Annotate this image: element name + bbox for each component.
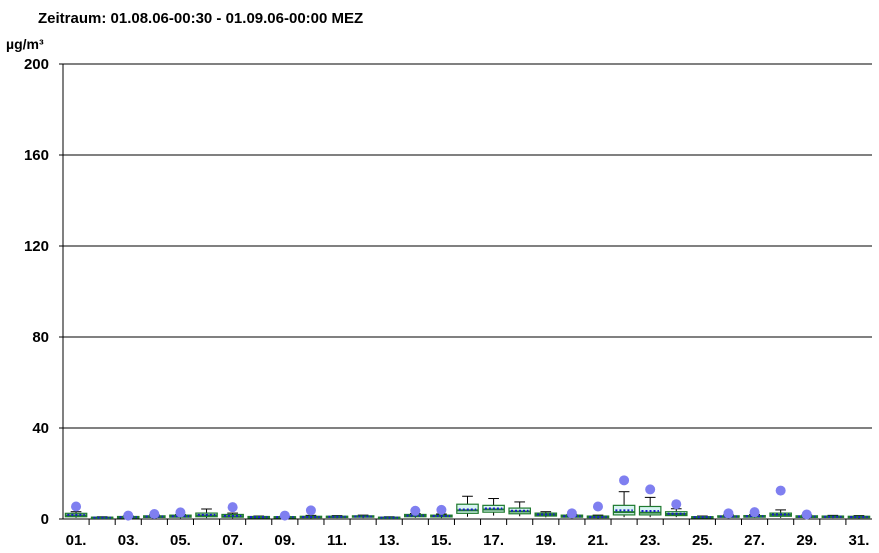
y-tick-label: 40 [32, 420, 49, 437]
box-day-10 [299, 505, 323, 519]
x-tick-label: 07. [222, 532, 243, 549]
outlier-point [279, 510, 290, 521]
box-day-15 [430, 504, 453, 519]
x-tick-label: 11. [327, 532, 347, 549]
box-day-5 [169, 507, 192, 519]
box-day-30 [821, 514, 845, 519]
outlier-point [227, 502, 238, 513]
y-tick-label: 0 [41, 511, 49, 528]
chart-title: Zeitraum: 01.08.06-00:30 - 01.09.06-00:0… [38, 10, 364, 27]
box-day-7 [221, 502, 244, 519]
box-day-2 [90, 516, 114, 519]
outlier-point [775, 485, 786, 496]
box-day-18 [508, 501, 531, 517]
x-tick-label: 25. [692, 532, 713, 549]
box-day-9 [273, 510, 297, 521]
box-day-6 [195, 508, 218, 519]
outlier-point [410, 505, 421, 516]
box-plots [64, 475, 871, 521]
x-tick-label: 27. [744, 532, 765, 549]
outlier-point [71, 501, 82, 512]
outlier-point [592, 501, 603, 512]
box-day-4 [143, 508, 166, 519]
x-tick-label: 19. [535, 532, 556, 549]
box-day-27 [743, 507, 766, 518]
box-day-25 [691, 515, 714, 519]
box-day-26 [717, 508, 740, 519]
outlier-point [749, 507, 760, 518]
box-day-3 [116, 510, 140, 521]
box-day-17 [482, 498, 505, 516]
y-tick-label: 120 [24, 238, 49, 255]
x-tick-label: 17. [483, 532, 504, 549]
box-day-24 [664, 499, 688, 518]
x-tick-label: 05. [170, 532, 191, 549]
outlier-point [801, 509, 812, 520]
axes [62, 64, 872, 520]
box-day-29 [795, 509, 819, 520]
x-tick-label: 21. [588, 532, 609, 549]
box-day-28 [769, 485, 792, 518]
box-day-1 [64, 501, 88, 518]
box-day-21 [586, 501, 610, 519]
outlier-point [723, 508, 734, 519]
x-axis-ticks: 01. 03. 05. 07. 09. 11. 13. 15. 17. 19. 21. 23. 25. 2… [66, 519, 870, 549]
outlier-point [645, 484, 656, 495]
outlier-point [619, 475, 630, 486]
y-tick-label: 80 [32, 329, 49, 346]
y-tick-label: 160 [24, 147, 49, 164]
box-day-8 [247, 515, 271, 519]
outlier-point [305, 505, 316, 516]
x-tick-label: 23. [640, 532, 661, 549]
box-day-19 [534, 511, 558, 518]
box-day-13 [377, 516, 401, 519]
box-day-11 [325, 515, 349, 519]
x-tick-label: 29. [796, 532, 817, 549]
outlier-point [566, 508, 577, 519]
grid-lines [59, 63, 872, 520]
outlier-point [436, 504, 447, 515]
outlier-point [149, 508, 160, 519]
x-tick-label: 09. [274, 532, 295, 549]
box-day-16 [456, 495, 479, 517]
outlier-point [123, 510, 134, 521]
box-day-14 [404, 505, 427, 518]
x-tick-label: 03. [118, 532, 139, 549]
x-tick-label: 15. [431, 532, 452, 549]
x-tick-label: 13. [379, 532, 400, 549]
outlier-point [175, 507, 186, 518]
outlier-point [671, 499, 682, 510]
box-day-23 [638, 484, 662, 518]
y-axis-unit: µg/m³ [6, 36, 44, 52]
box-day-31 [847, 515, 871, 519]
box-day-20 [560, 508, 584, 519]
box-day-12 [351, 514, 375, 519]
x-tick-label: 01. [66, 532, 87, 549]
y-axis-ticks: 0 40 80 120 160 200 [24, 56, 49, 528]
box-day-22 [612, 475, 636, 518]
y-tick-label: 200 [24, 56, 49, 73]
x-tick-label: 31. [849, 532, 870, 549]
